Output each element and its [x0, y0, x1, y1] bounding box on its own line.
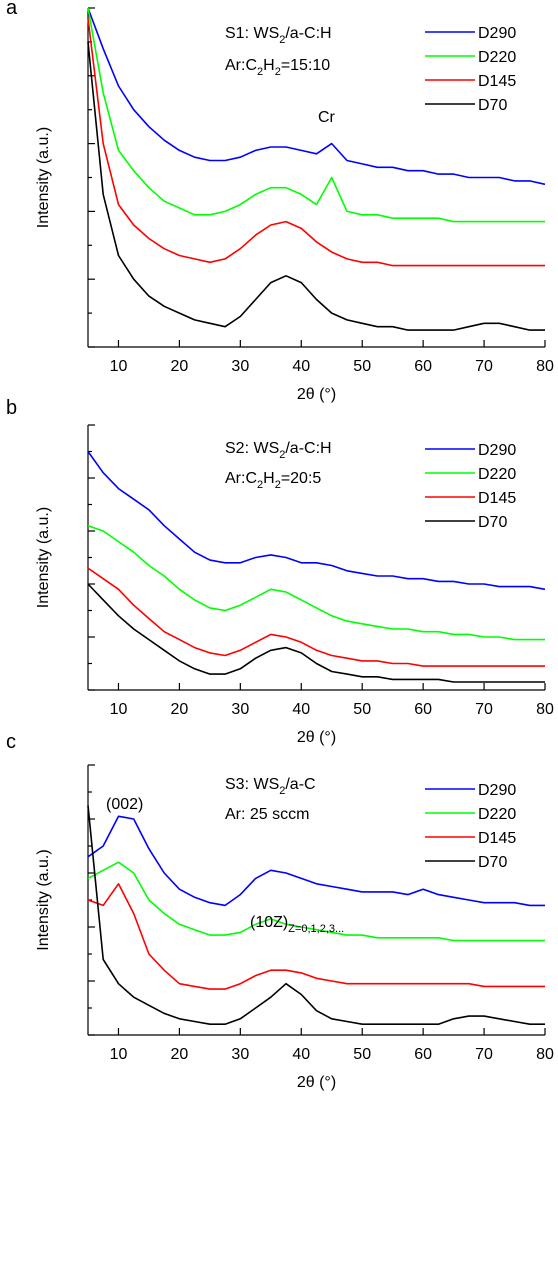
data-line: [87, 815, 545, 907]
annotation: (10Z)Z=0,1,2,3...: [250, 914, 344, 935]
annotation-part: 2: [257, 479, 263, 491]
annotation-part: S1: WS: [225, 25, 279, 42]
annotation-part: 2: [279, 34, 285, 46]
x-tick-label: 50: [353, 1046, 371, 1063]
legend-label: D220: [478, 49, 516, 66]
x-tick-label: 50: [353, 701, 371, 718]
x-tick-label: 40: [292, 701, 310, 718]
x-axis-label: 2θ (°): [297, 1074, 336, 1091]
x-tick-label: 10: [110, 701, 128, 718]
panel: b 10 20 30 40 50 60 70 80 2θ (°) Intensity (a.u.) D…: [6, 397, 554, 746]
y-axis-label: Intensity (a.u.): [35, 507, 52, 608]
panel: a 10 20 30 40 50 60 70 80 2θ (°) Intensity (a.u.) D…: [6, 0, 554, 403]
panel-label: b: [6, 397, 17, 419]
annotation-part: 2: [257, 66, 263, 78]
data-line: [87, 805, 545, 1025]
annotation: Ar: 25 sccm: [225, 806, 309, 823]
data-line: [87, 41, 545, 331]
x-tick-label: 10: [110, 358, 128, 375]
y-axis-label: Intensity (a.u.): [35, 127, 52, 228]
annotation-part: H: [263, 470, 275, 487]
x-tick-label: 40: [292, 1046, 310, 1063]
annotation: Cr: [318, 109, 336, 126]
annotation-part: 2: [279, 449, 285, 461]
x-tick-label: 20: [171, 701, 189, 718]
annotation-part: Ar: 25 sccm: [225, 806, 309, 823]
annotation-part: /a-C:H: [285, 25, 331, 42]
annotation-part: /a-C: [285, 776, 315, 793]
data-line: [87, 7, 545, 223]
x-tick-label: 80: [536, 701, 554, 718]
annotation: S2: WS2/a-C:H: [225, 440, 332, 461]
data-line: [87, 7, 546, 186]
x-tick-label: 10: [110, 1046, 128, 1063]
panel-label: a: [6, 0, 18, 19]
legend-label: D290: [478, 25, 516, 42]
data-line: [87, 18, 545, 267]
annotation-part: =20:5: [281, 470, 322, 487]
data-line: [87, 567, 545, 667]
annotation-part: /a-C:H: [285, 440, 331, 457]
annotation: S3: WS2/a-C: [225, 776, 316, 797]
x-tick-label: 80: [536, 1046, 554, 1063]
annotation-part: Z=0,1,2,3...: [288, 923, 344, 935]
legend-label: D220: [478, 806, 516, 823]
x-tick-label: 80: [536, 358, 554, 375]
panel-label: c: [6, 731, 16, 753]
data-line: [87, 883, 545, 990]
x-axis-label: 2θ (°): [297, 386, 336, 403]
x-tick-label: 20: [171, 358, 189, 375]
y-axis-label: Intensity (a.u.): [35, 849, 52, 950]
data-line: [87, 583, 545, 683]
x-tick-label: 20: [171, 1046, 189, 1063]
annotation: Ar:C2H2=20:5: [225, 470, 321, 491]
x-tick-label: 30: [231, 358, 249, 375]
annotation-part: 2: [275, 66, 281, 78]
x-tick-label: 70: [475, 701, 493, 718]
annotation-part: S3: WS: [225, 776, 279, 793]
x-tick-label: 40: [292, 358, 310, 375]
data-line: [87, 861, 545, 942]
x-tick-label: 30: [231, 1046, 249, 1063]
x-axis-label: 2θ (°): [297, 729, 336, 746]
annotation-part: S2: WS: [225, 440, 279, 457]
annotation-part: (10Z): [250, 914, 288, 931]
panel: c 10 20 30 40 50 60 70 80 2θ (°) Intensity (a.u.) D…: [6, 731, 554, 1091]
x-tick-label: 50: [353, 358, 371, 375]
annotation-part: (002): [106, 796, 143, 813]
legend-label: D290: [478, 782, 516, 799]
x-tick-label: 30: [231, 701, 249, 718]
annotation: (002): [106, 796, 143, 813]
annotation: Ar:C2H2=15:10: [225, 57, 330, 78]
legend-label: D290: [478, 442, 516, 459]
annotation-part: 2: [275, 479, 281, 491]
data-line: [87, 524, 545, 641]
annotation-part: Ar:C: [225, 57, 257, 74]
annotation-part: 2: [279, 785, 285, 797]
annotation-part: H: [263, 57, 275, 74]
x-tick-label: 60: [414, 1046, 432, 1063]
annotation-part: =15:10: [281, 57, 330, 74]
annotation-part: Cr: [318, 109, 336, 126]
annotation: S1: WS2/a-C:H: [225, 25, 332, 46]
legend-label: D145: [478, 830, 516, 847]
legend-label: D145: [478, 490, 516, 507]
legend-label: D70: [478, 97, 507, 114]
data-line: [87, 451, 546, 591]
legend-label: D70: [478, 854, 507, 871]
legend-label: D70: [478, 514, 507, 531]
annotation-part: Ar:C: [225, 470, 257, 487]
x-tick-label: 70: [475, 1046, 493, 1063]
x-tick-label: 70: [475, 358, 493, 375]
legend-label: D145: [478, 73, 516, 90]
x-tick-label: 60: [414, 701, 432, 718]
legend-label: D220: [478, 466, 516, 483]
x-tick-label: 60: [414, 358, 432, 375]
